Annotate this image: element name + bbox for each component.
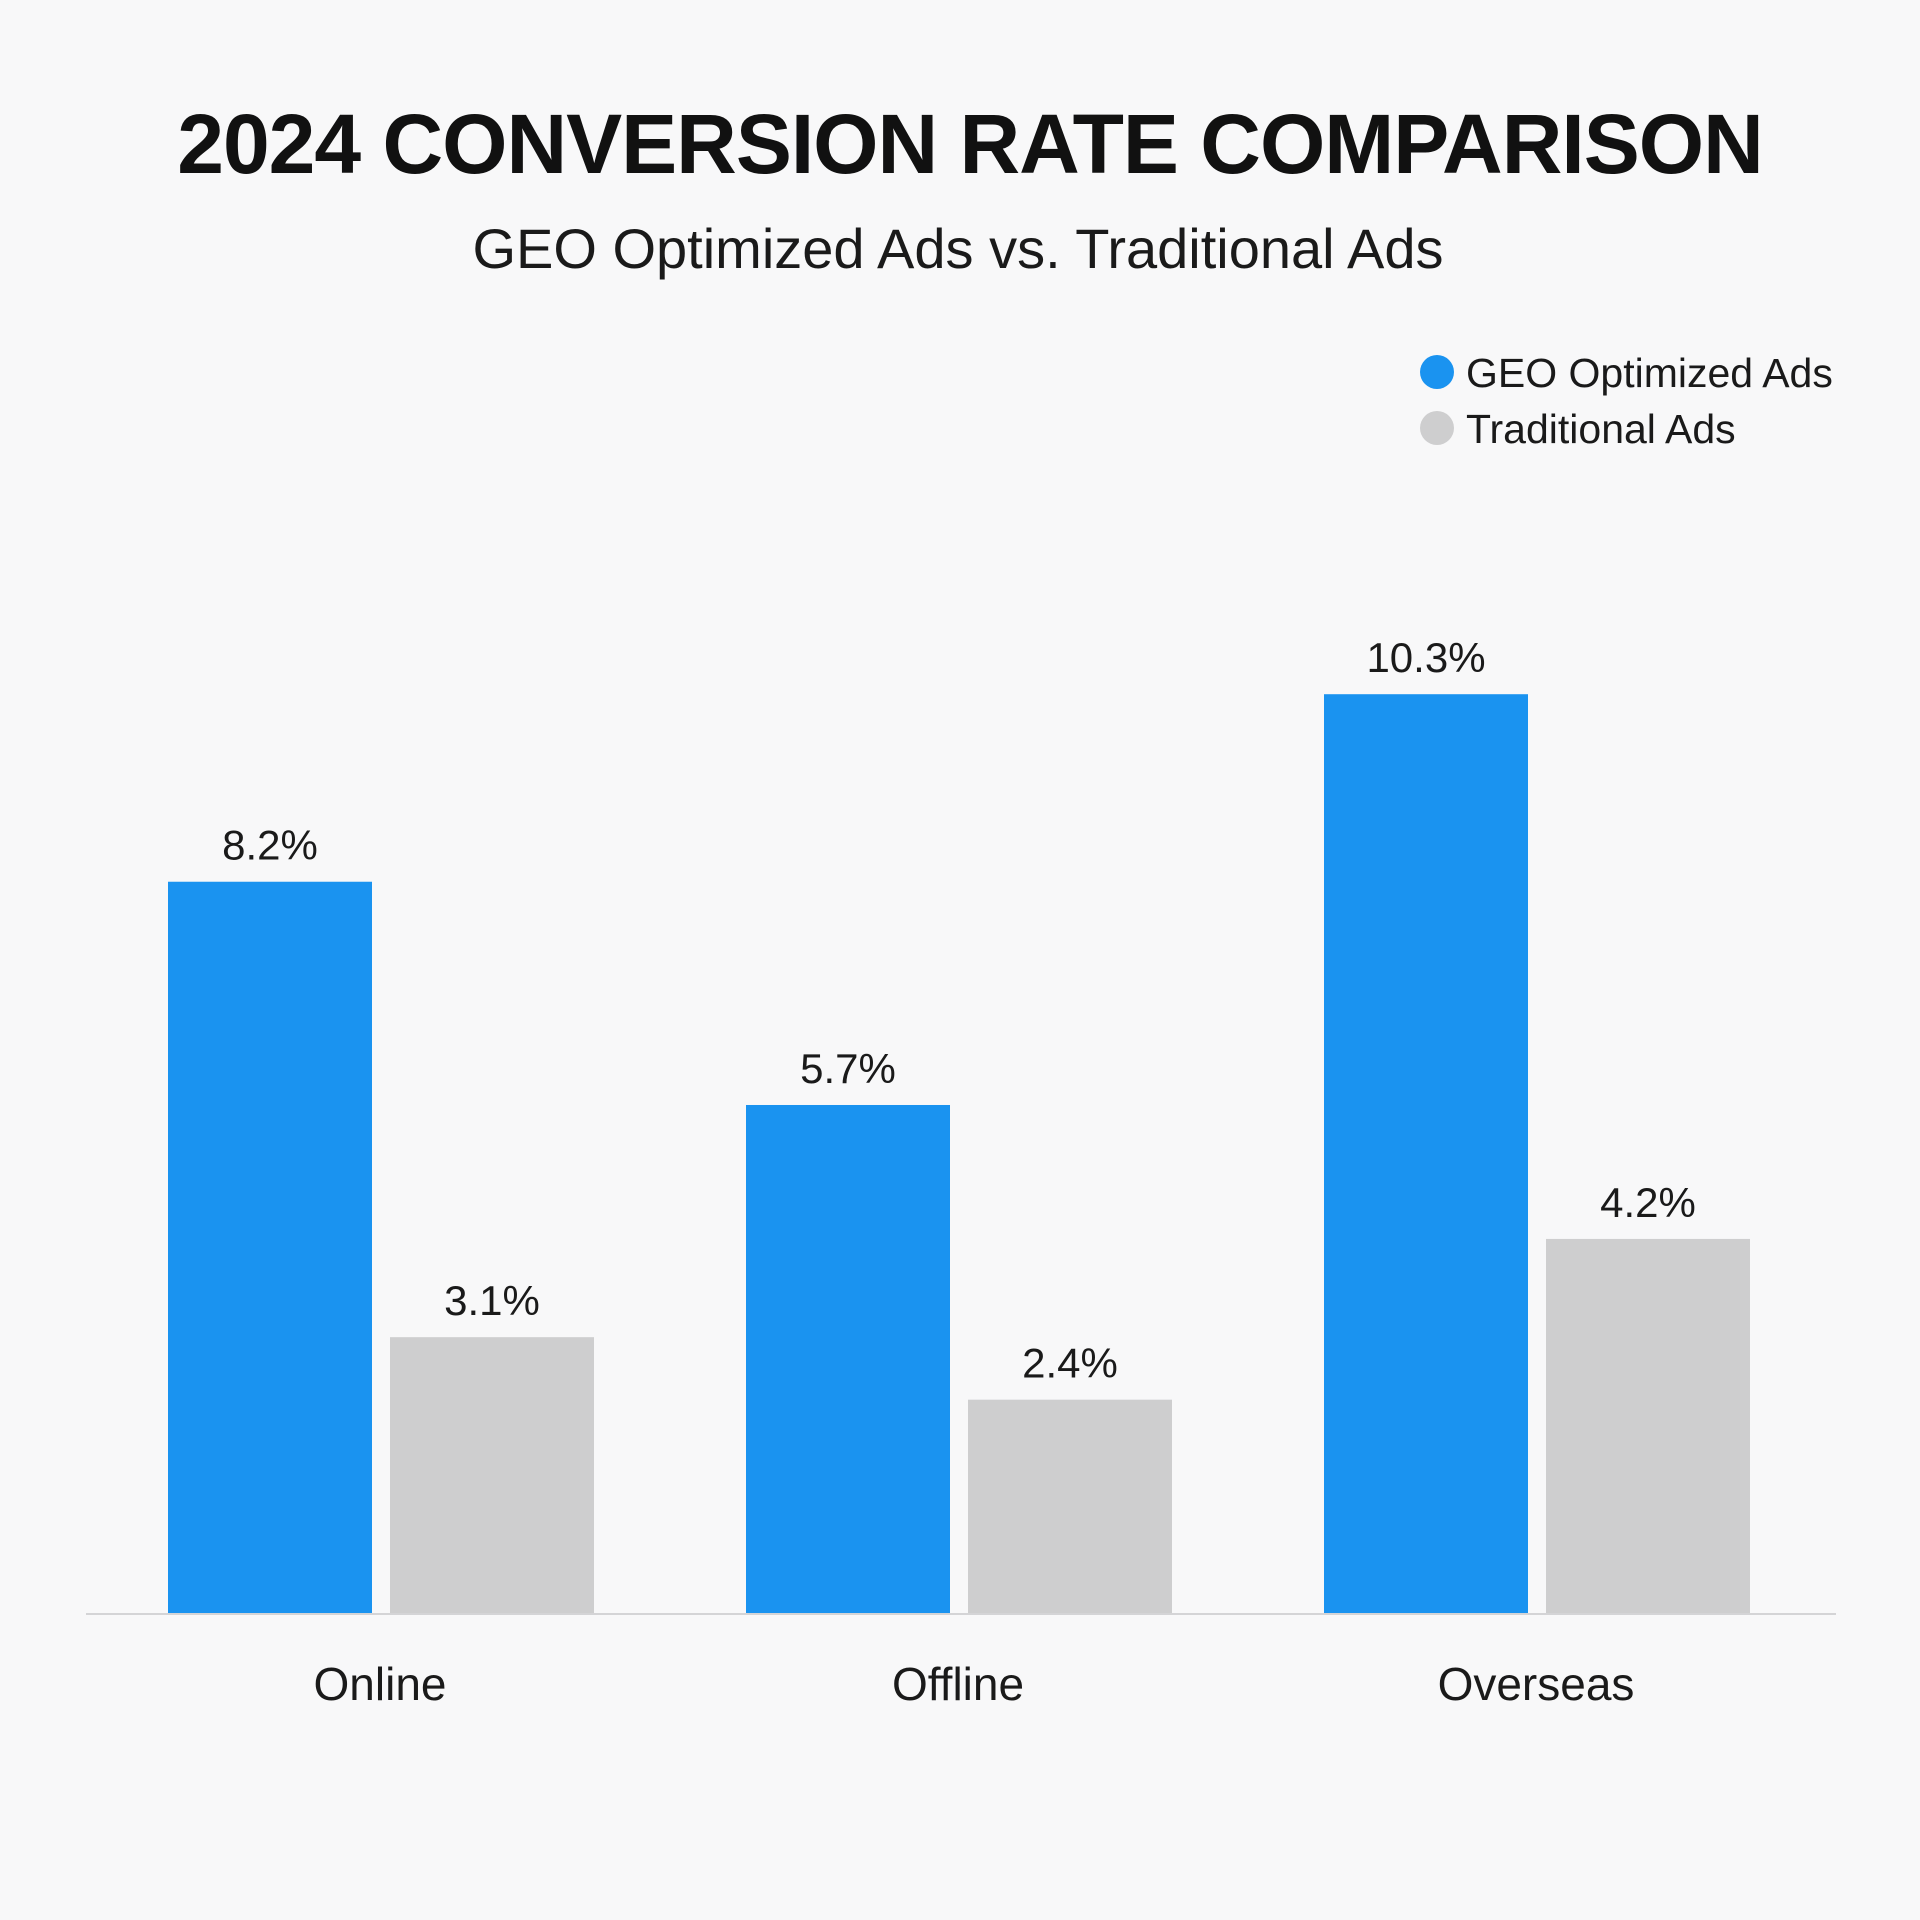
chart-subtitle: GEO Optimized Ads vs. Traditional Ads: [472, 217, 1443, 280]
bar-geo-online: [168, 881, 372, 1614]
bars-group: [168, 694, 1750, 1614]
bar-geo-offline: [746, 1104, 950, 1614]
value-label-geo-overseas: 10.3%: [1366, 634, 1485, 681]
bar-traditional-offline: [968, 1399, 1172, 1614]
bar-traditional-overseas: [1546, 1238, 1750, 1614]
legend: GEO Optimized Ads Traditional Ads: [1420, 350, 1833, 452]
bar-geo-overseas: [1324, 694, 1528, 1614]
value-label-traditional-online: 3.1%: [444, 1277, 540, 1324]
value-label-traditional-overseas: 4.2%: [1600, 1179, 1696, 1226]
category-label-online: Online: [314, 1658, 447, 1710]
legend-label-geo: GEO Optimized Ads: [1466, 350, 1833, 396]
category-label-overseas: Overseas: [1438, 1658, 1635, 1710]
legend-marker-geo: [1420, 355, 1454, 389]
bar-traditional-online: [390, 1337, 594, 1614]
value-label-geo-offline: 5.7%: [800, 1045, 896, 1092]
value-labels-group: 8.2% 3.1% 5.7% 2.4% 10.3% 4.2%: [222, 634, 1696, 1386]
legend-marker-traditional: [1420, 411, 1454, 445]
category-labels-group: Online Offline Overseas: [314, 1658, 1635, 1710]
chart-title: 2024 CONVERSION RATE COMPARISON: [177, 97, 1763, 191]
value-label-geo-online: 8.2%: [222, 822, 318, 869]
value-label-traditional-offline: 2.4%: [1022, 1340, 1118, 1387]
category-label-offline: Offline: [892, 1658, 1024, 1710]
legend-label-traditional: Traditional Ads: [1466, 406, 1736, 452]
